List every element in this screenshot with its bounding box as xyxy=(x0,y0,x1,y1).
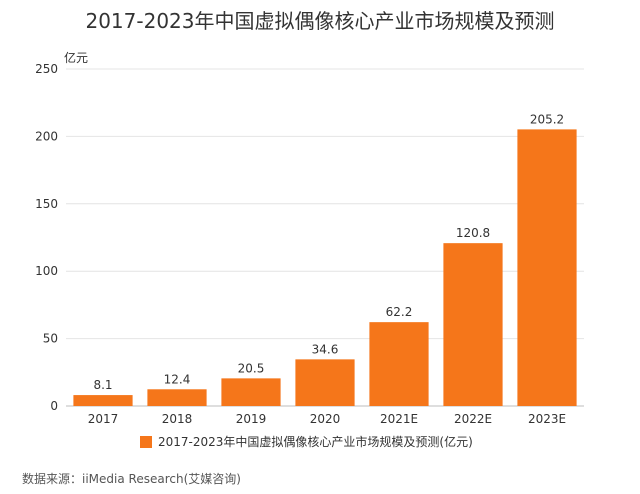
bar xyxy=(295,359,355,406)
bar xyxy=(221,378,281,406)
legend: 2017-2023年中国虚拟偶像核心产业市场规模及预测(亿元) xyxy=(140,434,473,449)
data-label: 8.1 xyxy=(93,378,112,392)
x-tick-label: 2021E xyxy=(380,412,418,426)
data-label: 12.4 xyxy=(164,372,191,386)
y-tick-label: 200 xyxy=(35,129,58,143)
y-tick-label: 100 xyxy=(35,264,58,278)
data-label: 120.8 xyxy=(456,226,490,240)
y-tick-label: 0 xyxy=(50,399,58,413)
y-axis-unit-label: 亿元 xyxy=(64,50,88,65)
x-tick-label: 2023E xyxy=(528,412,566,426)
y-tick-label: 250 xyxy=(35,62,58,76)
gridlines xyxy=(66,68,584,340)
x-tick-label: 2017 xyxy=(88,412,119,426)
bar xyxy=(369,322,429,406)
bar xyxy=(147,389,207,406)
data-label: 62.2 xyxy=(386,305,413,319)
y-tick-label: 50 xyxy=(43,332,58,346)
bars xyxy=(73,129,577,407)
bar xyxy=(73,395,133,406)
y-axis-ticks: 0 50 100 150 200 250 xyxy=(35,62,58,413)
x-tick-label: 2019 xyxy=(236,412,267,426)
x-tick-label: 2018 xyxy=(162,412,193,426)
data-source-note: 数据来源：iiMedia Research(艾媒咨询) xyxy=(22,471,241,486)
data-labels: 8.1 12.4 20.5 34.6 62.2 120.8 205.2 xyxy=(93,112,564,392)
bar xyxy=(443,243,503,406)
legend-label: 2017-2023年中国虚拟偶像核心产业市场规模及预测(亿元) xyxy=(158,434,473,449)
data-label: 20.5 xyxy=(238,361,265,375)
x-axis-ticks: 2017 2018 2019 2020 2021E 2022E 2023E xyxy=(88,412,566,426)
y-tick-label: 150 xyxy=(35,197,58,211)
bar xyxy=(517,129,577,407)
chart-title: 2017-2023年中国虚拟偶像核心产业市场规模及预测 xyxy=(85,9,554,33)
legend-swatch xyxy=(140,436,152,448)
x-tick-label: 2020 xyxy=(310,412,341,426)
x-tick-label: 2022E xyxy=(454,412,492,426)
data-label: 34.6 xyxy=(312,342,339,356)
data-label: 205.2 xyxy=(530,112,564,126)
